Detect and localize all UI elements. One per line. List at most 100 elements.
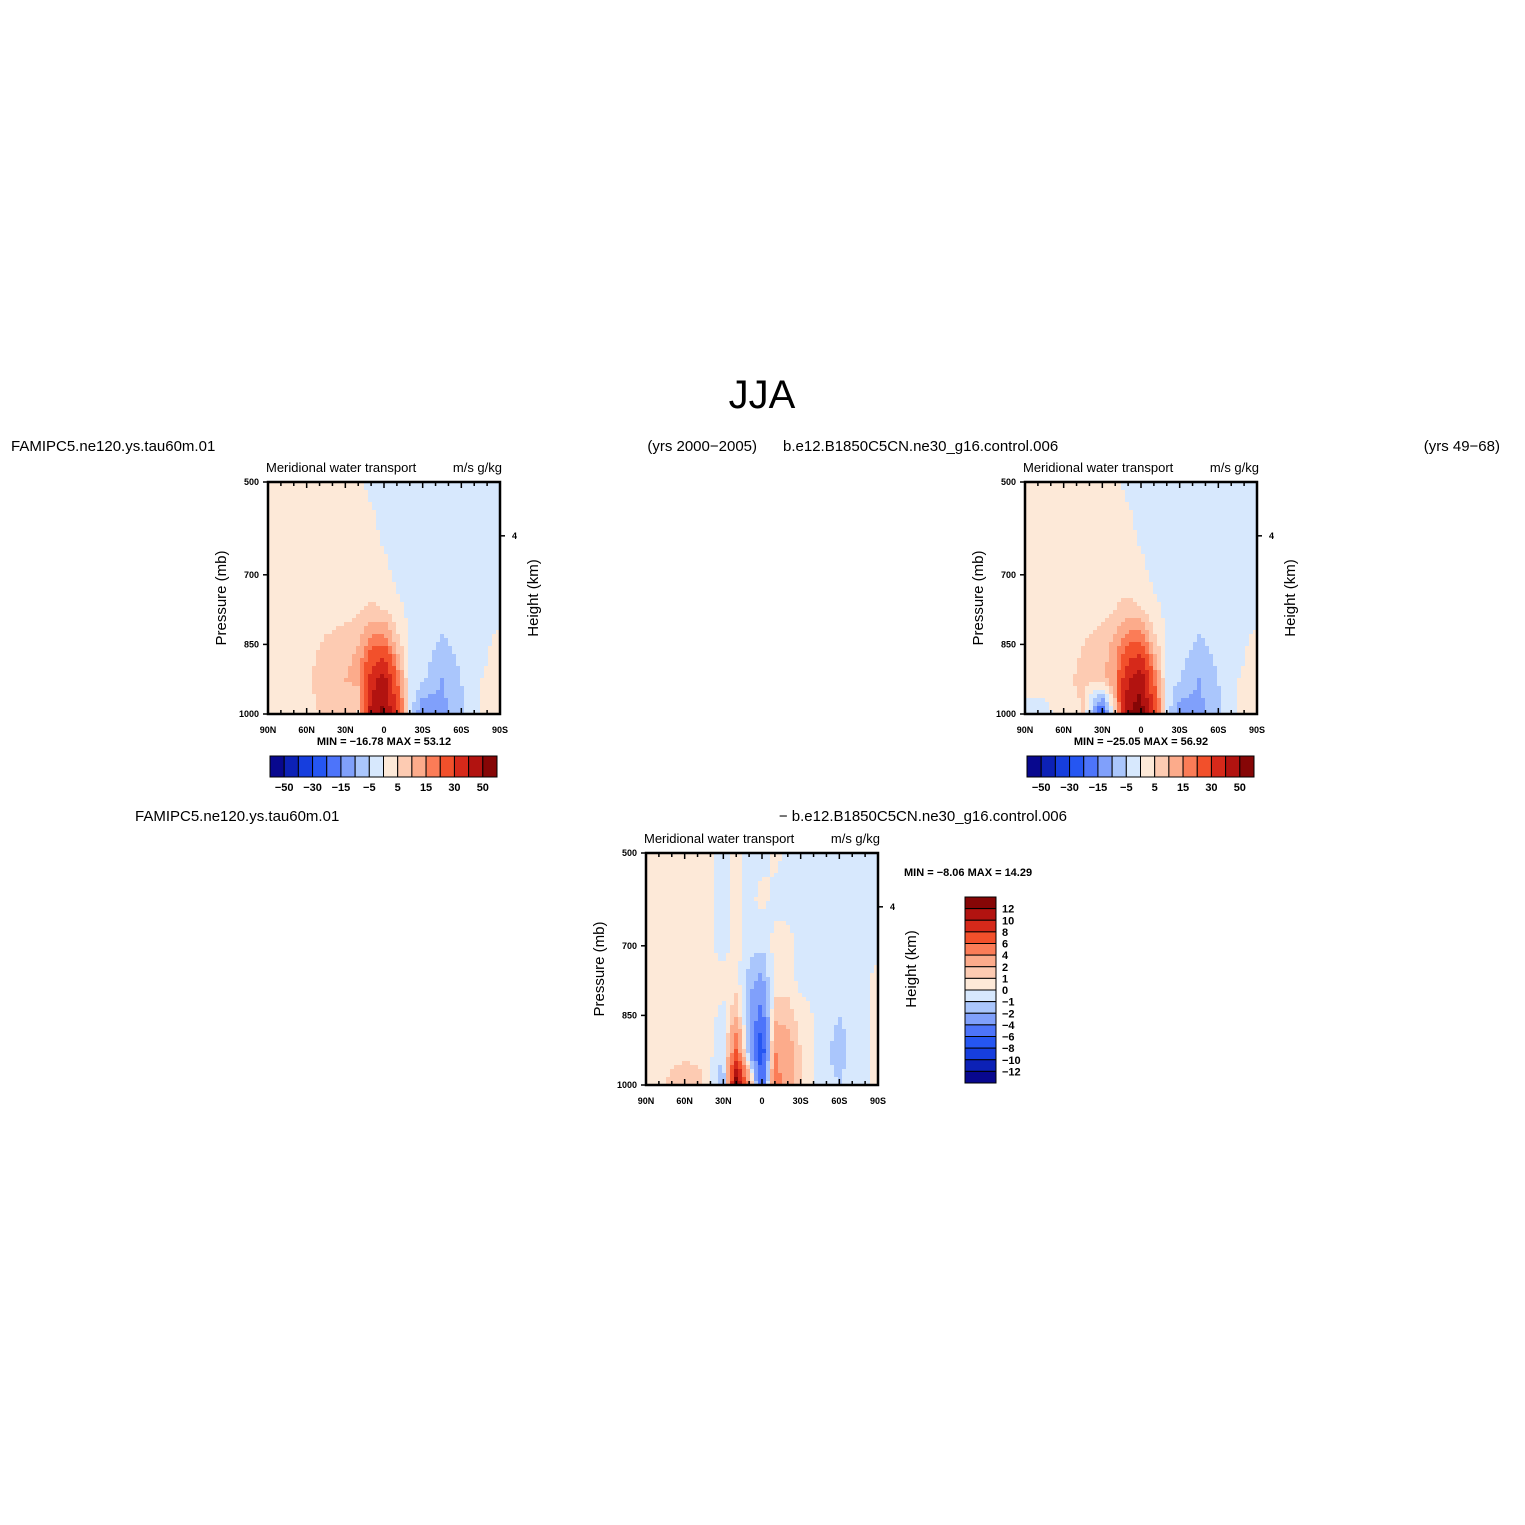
field-cell: [332, 638, 337, 643]
field-cell: [492, 498, 497, 503]
field-cell: [1101, 582, 1106, 587]
field-cell: [1125, 538, 1130, 543]
field-cell: [488, 582, 493, 587]
field-cell: [1061, 606, 1066, 611]
field-cell: [1105, 594, 1110, 599]
field-cell: [316, 502, 321, 507]
field-cell: [1097, 710, 1102, 715]
field-cell: [440, 706, 445, 711]
field-cell: [476, 510, 481, 515]
field-cell: [268, 602, 273, 607]
field-cell: [356, 606, 361, 611]
field-cell: [1025, 598, 1030, 603]
field-cell: [1033, 526, 1038, 531]
field-cell: [344, 574, 349, 579]
field-cell: [424, 610, 429, 615]
field-cell: [1057, 534, 1062, 539]
field-cell: [1065, 514, 1070, 519]
field-cell: [1109, 618, 1114, 623]
field-cell: [1129, 574, 1134, 579]
field-cell: [1057, 698, 1062, 703]
field-cell: [452, 522, 457, 527]
field-cell: [384, 594, 389, 599]
field-cell: [360, 542, 365, 547]
field-cell: [288, 494, 293, 499]
field-cell: [1041, 638, 1046, 643]
field-cell: [1049, 586, 1054, 591]
field-cell: [452, 554, 457, 559]
field-cell: [1069, 550, 1074, 555]
field-cell: [452, 682, 457, 687]
field-cell: [400, 506, 405, 511]
field-cell: [404, 614, 409, 619]
field-cell: [428, 678, 433, 683]
field-cell: [1125, 514, 1130, 519]
field-cell: [280, 566, 285, 571]
field-cell: [416, 502, 421, 507]
field-cell: [1121, 518, 1126, 523]
field-cell: [1053, 482, 1058, 487]
field-cell: [456, 706, 461, 711]
field-cell: [1037, 618, 1042, 623]
field-cell: [284, 562, 289, 567]
field-cell: [416, 646, 421, 651]
field-cell: [308, 526, 313, 531]
right-axis-label: Height (km): [525, 559, 542, 637]
field-cell: [316, 586, 321, 591]
field-cell: [416, 566, 421, 571]
field-cell: [488, 526, 493, 531]
field-cell: [300, 574, 305, 579]
field-cell: [1033, 678, 1038, 683]
field-cell: [1117, 494, 1122, 499]
field-cell: [420, 606, 425, 611]
field-cell: [396, 602, 401, 607]
field-cell: [304, 694, 309, 699]
field-cell: [472, 518, 477, 523]
field-cell: [452, 582, 457, 587]
field-cell: [432, 694, 437, 699]
field-cell: [292, 662, 297, 667]
field-cell: [1101, 650, 1106, 655]
field-cell: [376, 654, 381, 659]
field-cell: [372, 622, 377, 627]
field-cell: [448, 482, 453, 487]
field-cell: [472, 630, 477, 635]
field-cell: [1085, 662, 1090, 667]
field-cell: [1085, 522, 1090, 527]
field-cell: [404, 498, 409, 503]
field-cell: [388, 566, 393, 571]
field-cell: [368, 674, 373, 679]
field-cell: [488, 534, 493, 539]
field-cell: [452, 706, 457, 711]
field-cell: [392, 498, 397, 503]
field-cell: [384, 602, 389, 607]
field-cell: [348, 526, 353, 531]
field-cell: [468, 514, 473, 519]
field-cell: [268, 698, 273, 703]
field-cell: [304, 682, 309, 687]
field-cell: [1065, 490, 1070, 495]
field-cell: [1045, 574, 1050, 579]
field-cell: [332, 534, 337, 539]
field-cell: [320, 554, 325, 559]
field-cell: [316, 590, 321, 595]
field-cell: [344, 674, 349, 679]
field-cell: [448, 654, 453, 659]
field-cell: [304, 538, 309, 543]
field-cell: [328, 710, 333, 715]
field-cell: [400, 570, 405, 575]
field-cell: [1077, 662, 1082, 667]
field-cell: [424, 606, 429, 611]
field-cell: [1045, 666, 1050, 671]
field-cell: [324, 590, 329, 595]
field-cell: [280, 486, 285, 491]
field-cell: [432, 586, 437, 591]
field-cell: [448, 658, 453, 663]
field-cell: [300, 558, 305, 563]
field-cell: [328, 606, 333, 611]
field-cell: [1093, 546, 1098, 551]
field-cell: [344, 566, 349, 571]
field-cell: [428, 578, 433, 583]
field-cell: [448, 638, 453, 643]
field-cell: [488, 602, 493, 607]
